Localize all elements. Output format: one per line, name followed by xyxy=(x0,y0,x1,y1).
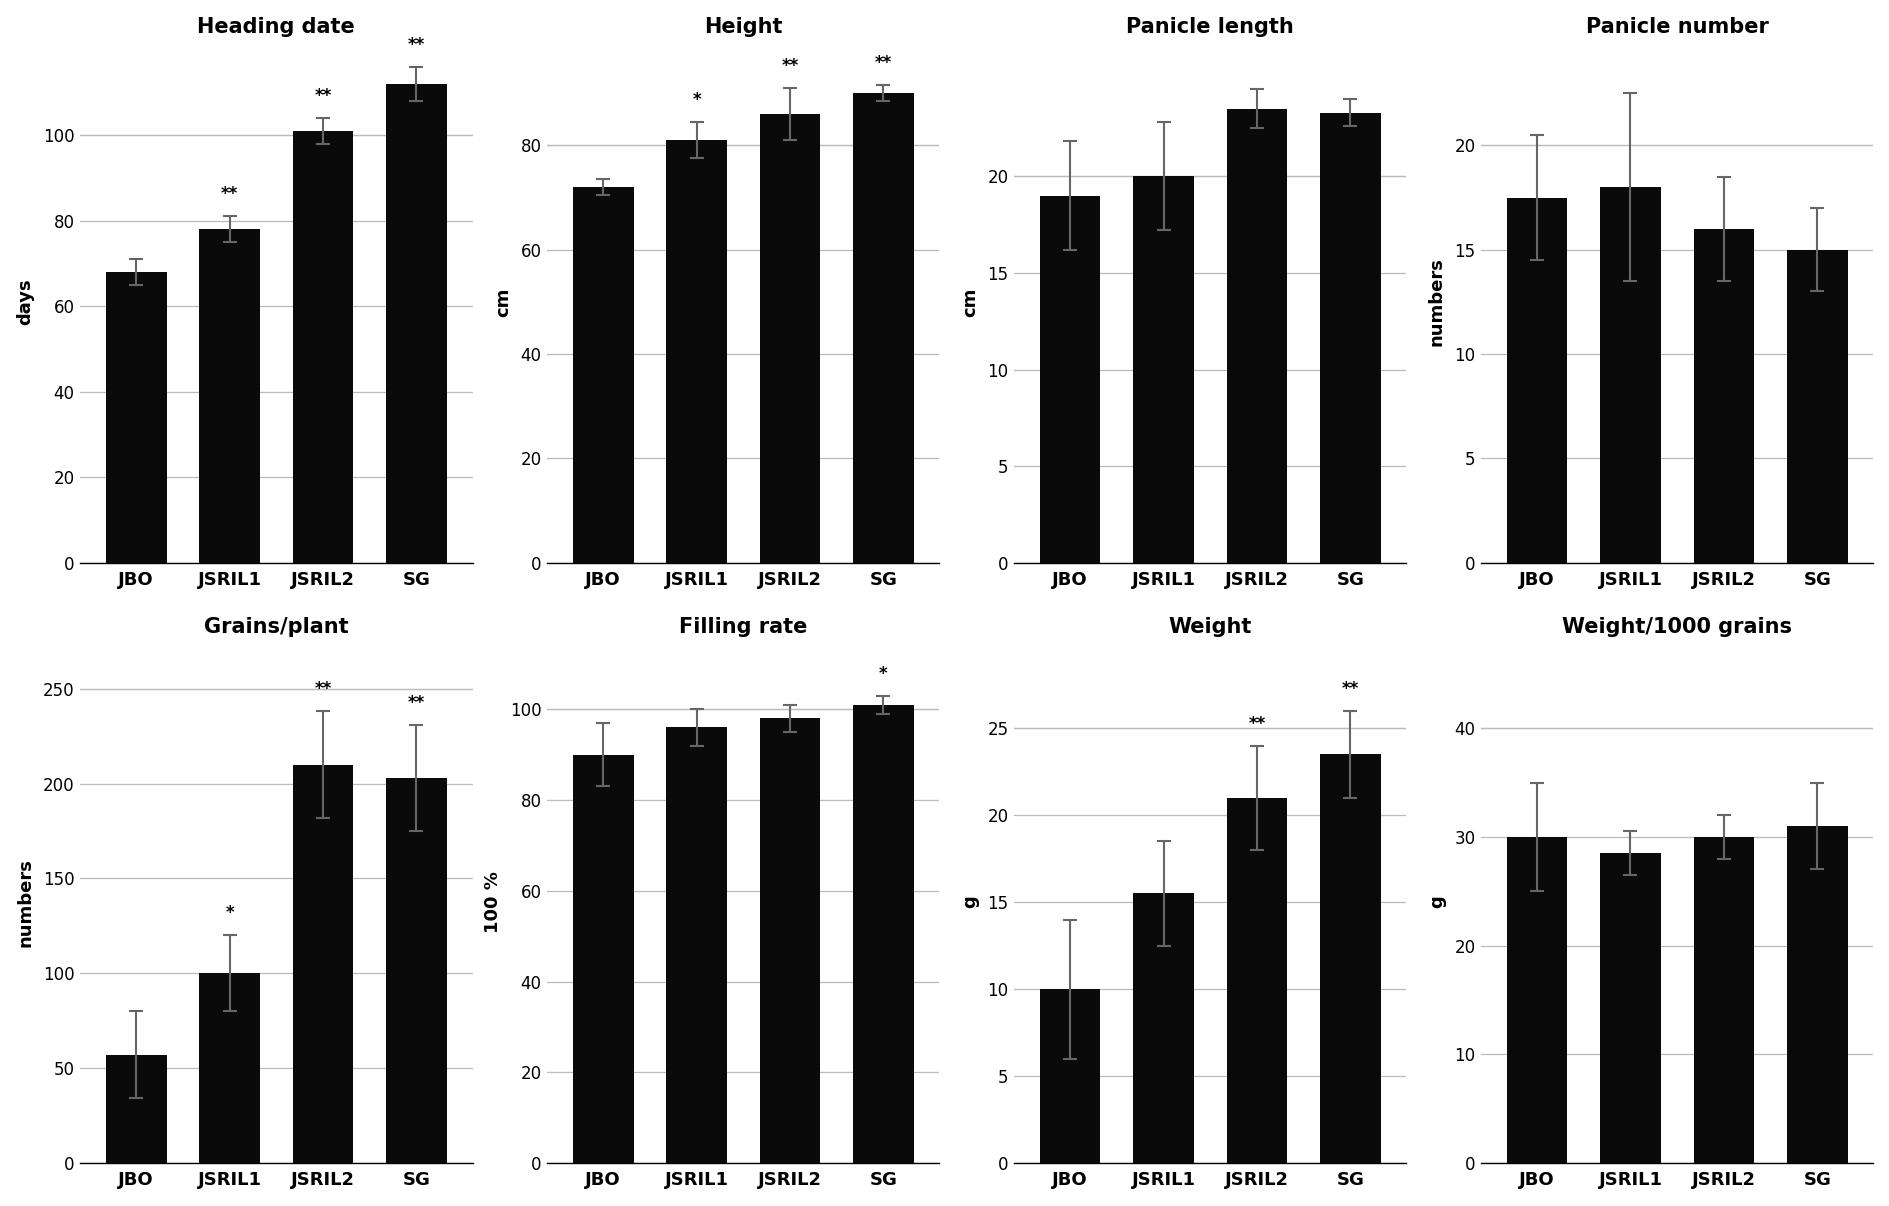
Text: **: ** xyxy=(408,36,425,53)
Bar xyxy=(198,973,261,1163)
Text: **: ** xyxy=(314,680,331,698)
Bar xyxy=(852,704,912,1163)
Title: Weight: Weight xyxy=(1167,617,1251,637)
Text: **: ** xyxy=(875,54,892,72)
Bar xyxy=(1506,198,1566,563)
Bar xyxy=(385,83,446,563)
Bar xyxy=(1133,894,1194,1163)
Bar xyxy=(1785,250,1847,563)
Bar xyxy=(1600,187,1660,563)
Bar xyxy=(665,140,727,563)
Title: Heading date: Heading date xyxy=(196,17,355,36)
Text: **: ** xyxy=(314,87,331,105)
Text: **: ** xyxy=(1247,714,1266,732)
Y-axis label: days: days xyxy=(17,279,34,326)
Y-axis label: g: g xyxy=(1428,896,1445,908)
Bar xyxy=(1133,176,1194,563)
Bar xyxy=(385,778,446,1163)
Bar xyxy=(1319,112,1381,563)
Y-axis label: numbers: numbers xyxy=(1428,257,1445,346)
Title: Height: Height xyxy=(705,17,782,36)
Bar xyxy=(1226,109,1286,563)
Bar xyxy=(852,93,912,563)
Bar xyxy=(198,229,261,563)
Bar xyxy=(572,187,633,563)
Bar xyxy=(1039,989,1099,1163)
Bar xyxy=(106,1055,166,1163)
Bar xyxy=(1693,837,1753,1163)
Y-axis label: g: g xyxy=(960,896,979,908)
Text: **: ** xyxy=(408,693,425,712)
Bar xyxy=(759,115,820,563)
Bar xyxy=(293,765,353,1163)
Bar xyxy=(293,130,353,563)
Bar xyxy=(1506,837,1566,1163)
Y-axis label: cm: cm xyxy=(493,287,512,317)
Text: **: ** xyxy=(221,186,238,204)
Bar xyxy=(665,727,727,1163)
Text: **: ** xyxy=(1341,680,1358,698)
Title: Weight/1000 grains: Weight/1000 grains xyxy=(1562,617,1791,637)
Bar xyxy=(106,271,166,563)
Y-axis label: numbers: numbers xyxy=(17,857,34,947)
Title: Filling rate: Filling rate xyxy=(678,617,807,637)
Text: *: * xyxy=(878,665,888,683)
Bar xyxy=(1600,853,1660,1163)
Bar xyxy=(1226,797,1286,1163)
Bar xyxy=(1319,754,1381,1163)
Bar xyxy=(1039,195,1099,563)
Title: Panicle number: Panicle number xyxy=(1585,17,1768,36)
Bar xyxy=(759,719,820,1163)
Title: Grains/plant: Grains/plant xyxy=(204,617,348,637)
Bar xyxy=(1785,826,1847,1163)
Text: **: ** xyxy=(780,57,799,75)
Bar xyxy=(572,755,633,1163)
Y-axis label: cm: cm xyxy=(960,287,979,317)
Bar xyxy=(1693,229,1753,563)
Text: *: * xyxy=(225,904,234,923)
Y-axis label: 100 %: 100 % xyxy=(484,871,501,933)
Title: Panicle length: Panicle length xyxy=(1126,17,1294,36)
Text: *: * xyxy=(691,90,701,109)
